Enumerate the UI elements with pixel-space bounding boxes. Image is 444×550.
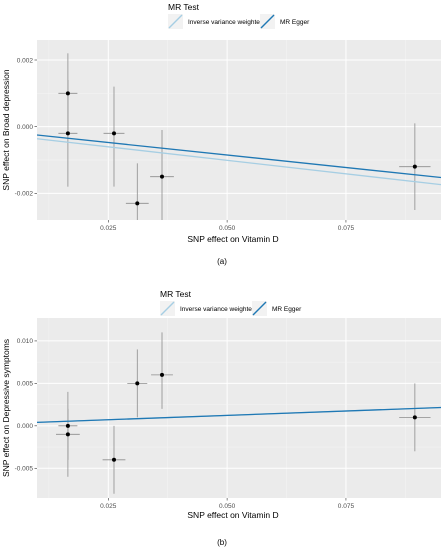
plot-area [37, 53, 441, 220]
y-axis-title: SNP effect on Broad depression [1, 69, 11, 190]
x-axis-title: SNP effect on Vitamin D [187, 234, 278, 244]
plot-background [37, 40, 441, 220]
plot-area [37, 332, 441, 494]
data-point [160, 372, 165, 377]
data-point [412, 415, 417, 420]
ivw-regression-line [37, 138, 441, 186]
data-point [111, 131, 116, 136]
plot-background [37, 318, 441, 498]
legend-title: MR Test [160, 289, 192, 299]
data-point [160, 174, 165, 179]
data-point [135, 381, 140, 386]
y-tick-label: -0.005 [15, 466, 34, 473]
y-tick-label: 0.000 [17, 423, 34, 430]
legend-label-egger: MR Egger [272, 306, 302, 313]
data-point [65, 432, 70, 437]
panel-label: (b) [217, 538, 227, 547]
chart-panel-a: MR Test Inverse variance weighted MR Egger… [1, 2, 441, 266]
data-point [135, 201, 140, 206]
x-tick-label: 0.075 [338, 225, 355, 232]
legend-swatch-egger [252, 301, 267, 316]
x-tick-label: 0.025 [100, 225, 117, 232]
data-point [111, 457, 116, 462]
y-axis-title: SNP effect on Depressive symptoms [1, 339, 11, 477]
chart-panel-b: MR Test Inverse variance weighted MR Egger… [1, 289, 441, 547]
data-point [65, 91, 70, 96]
y-tick-label: -0.002 [15, 191, 34, 198]
y-tick-label: 0.000 [17, 124, 34, 131]
x-tick-label: 0.050 [219, 503, 236, 510]
legend-swatch-ivw [168, 14, 183, 29]
legend: MR Test Inverse variance weighted MR Egger [168, 2, 310, 29]
legend-swatch-egger [260, 14, 275, 29]
y-tick-label: 0.002 [17, 57, 34, 64]
data-point [65, 131, 70, 136]
data-point [65, 423, 70, 428]
x-tick-label: 0.075 [338, 503, 355, 510]
legend-label-egger: MR Egger [280, 19, 310, 26]
legend-label-ivw: Inverse variance weighted [180, 306, 256, 313]
legend-title: MR Test [168, 2, 200, 12]
legend-swatch-ivw [160, 301, 175, 316]
y-tick-label: 0.005 [17, 381, 34, 388]
legend: MR Test Inverse variance weighted MR Egger [160, 289, 302, 316]
y-tick-label: 0.010 [17, 338, 34, 345]
panel-label: (a) [217, 257, 227, 266]
x-axis-title: SNP effect on Vitamin D [187, 510, 278, 520]
x-tick-label: 0.050 [219, 225, 236, 232]
egger-regression-line [37, 134, 441, 179]
data-point [412, 164, 417, 169]
egger-regression-line [37, 406, 441, 424]
legend-label-ivw: Inverse variance weighted [188, 19, 264, 26]
x-tick-label: 0.025 [100, 503, 117, 510]
